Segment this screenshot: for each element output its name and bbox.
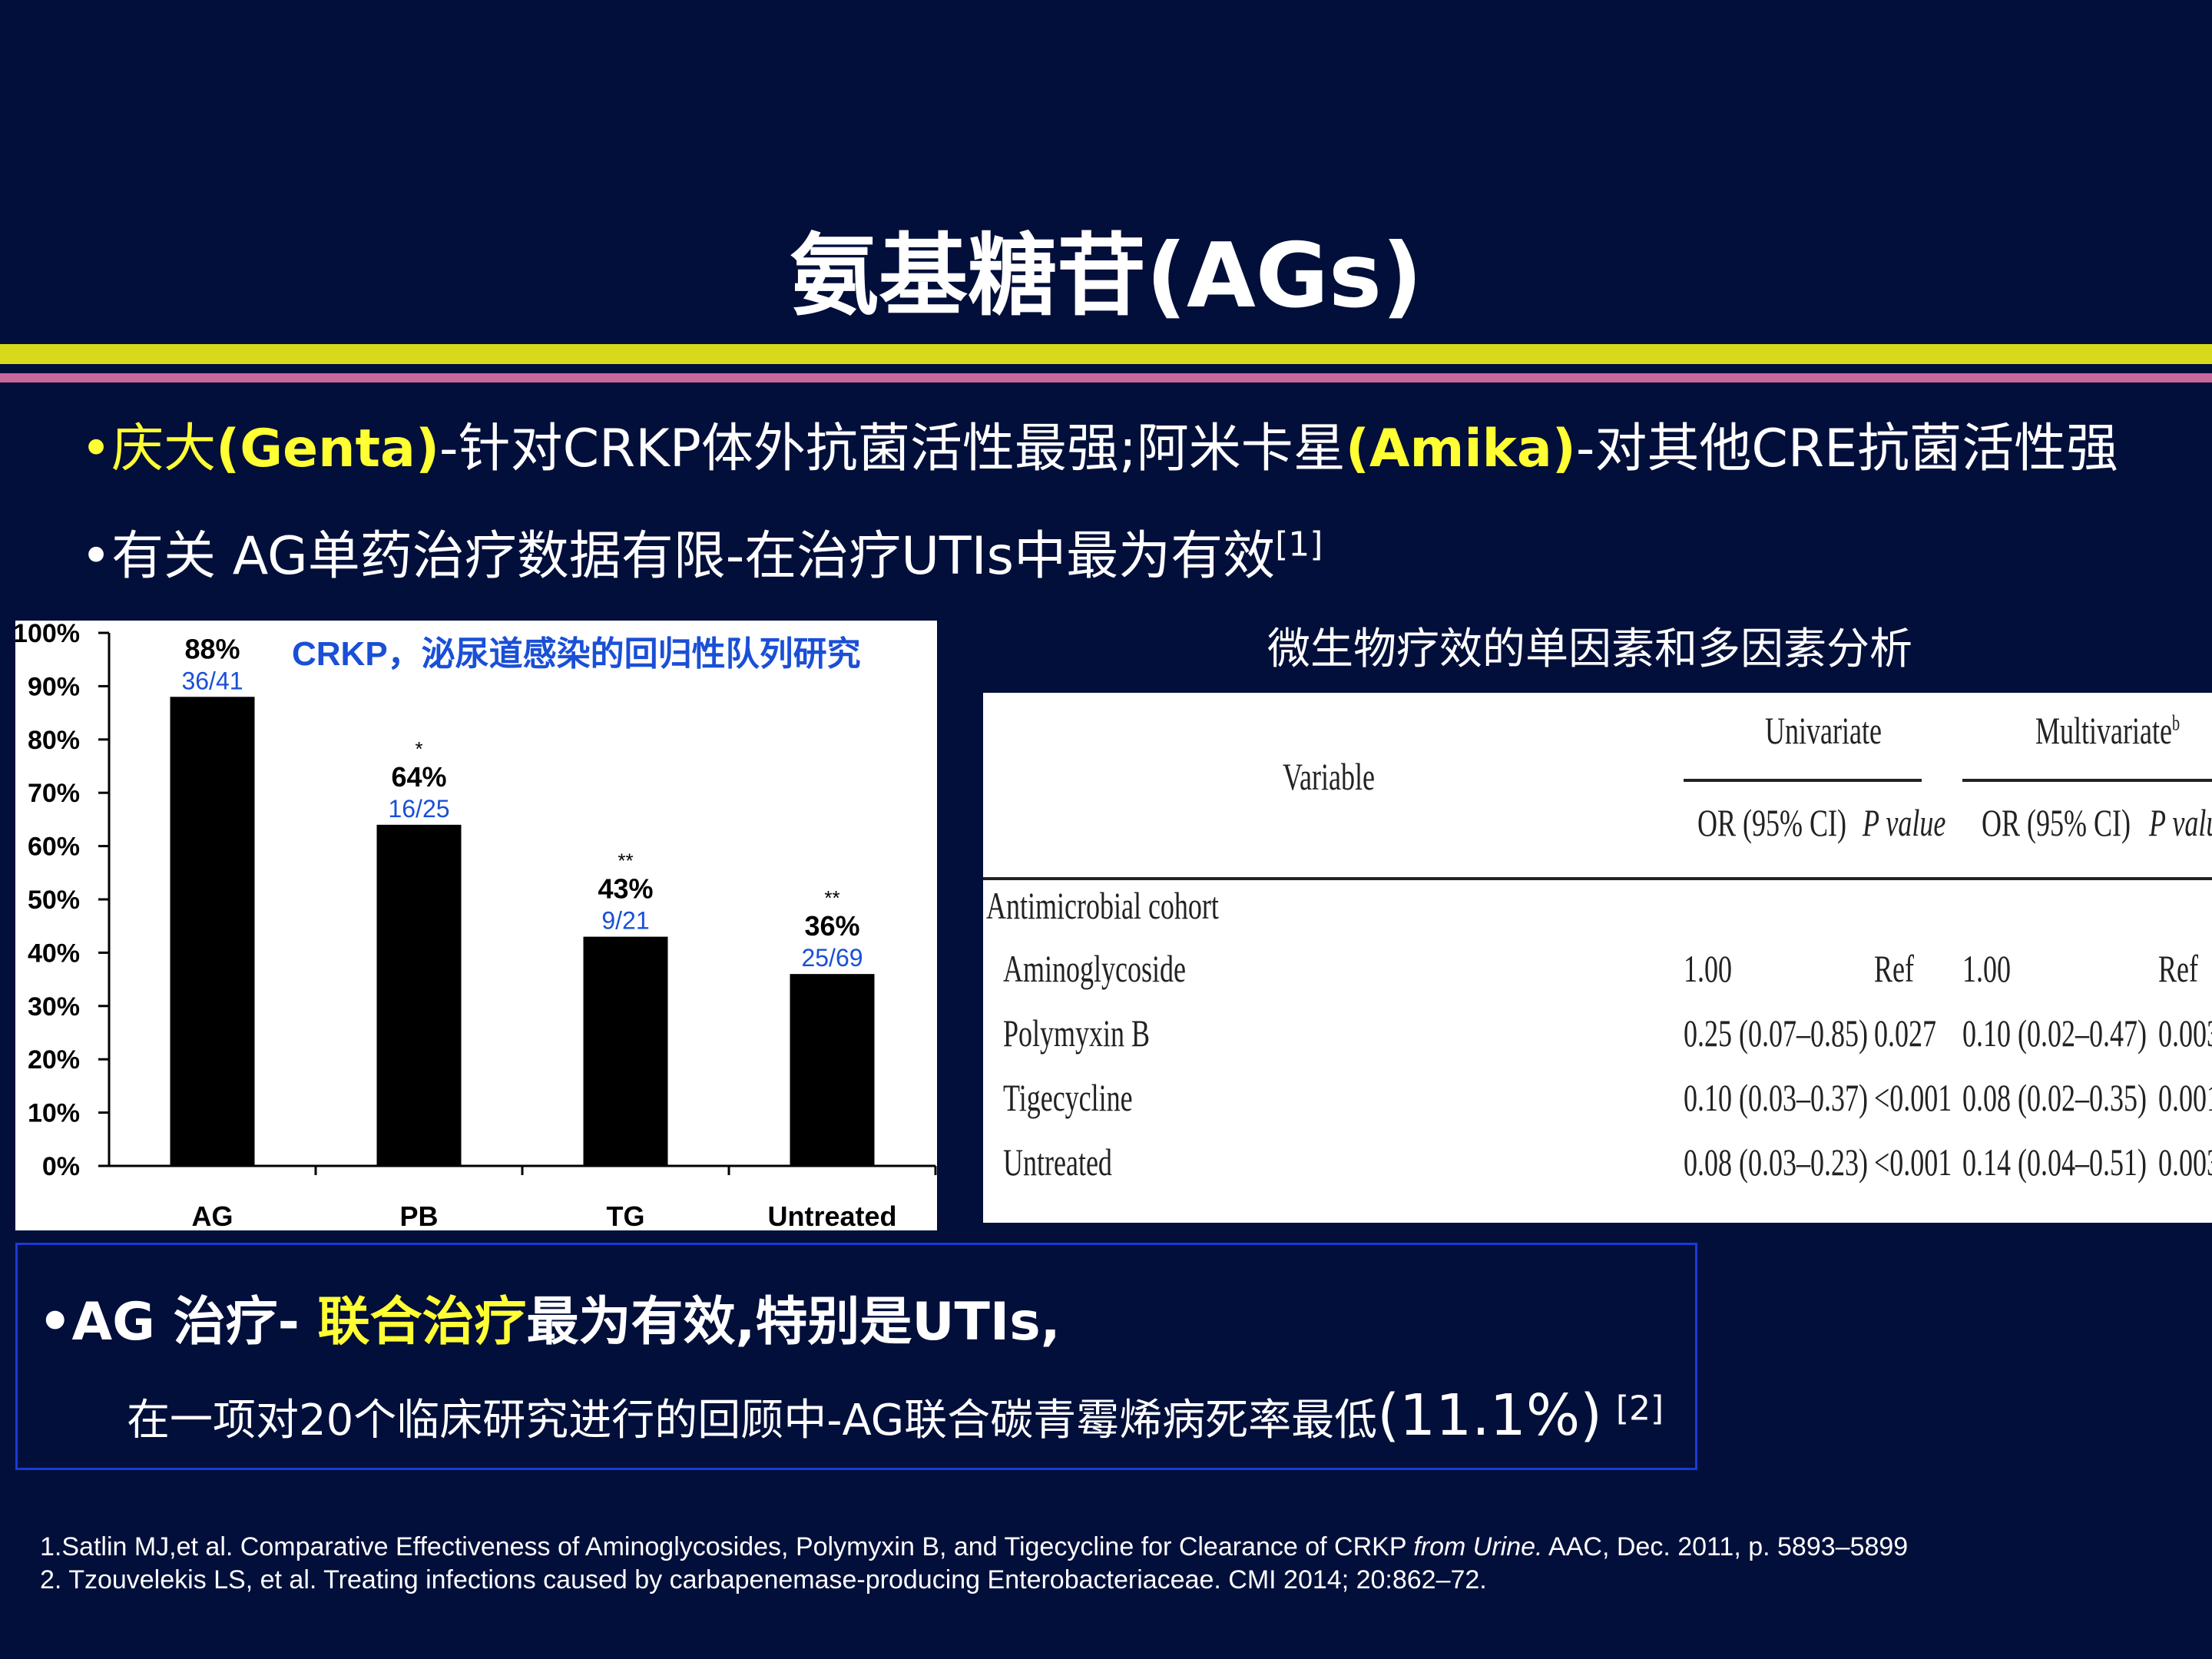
chart-title: CRKP，泌尿道感染的回归性队列研究 — [292, 635, 861, 673]
col-header-univariate: Univariate — [1765, 709, 1882, 752]
summary-line-1: •AG 治疗- 联合治疗最为有效,特别是UTIs, — [38, 1279, 1061, 1355]
significance-marker: ** — [824, 886, 839, 909]
row-univariate-p: <0.001 — [1874, 1141, 1952, 1184]
row-multivariate-p: 0.003 — [2158, 1141, 2212, 1184]
bullet-1: •庆大(Genta)-针对CRKP体外抗菌活性最强;阿米卡星(Amika)-对其… — [81, 406, 2118, 482]
col-header-multivariate-or: OR (95% CI) — [1982, 801, 2131, 844]
fraction-label: 36/41 — [181, 667, 243, 694]
bullet-1-mid: -针对CRKP体外抗菌活性最强;阿米卡星 — [439, 419, 1346, 479]
y-tick-label: 20% — [28, 1045, 80, 1075]
row-multivariate-or: 0.10 (0.02–0.47) — [1962, 1012, 2147, 1055]
summary-line-1-post: 最为有效,特别是UTIs, — [526, 1292, 1061, 1353]
bullet-2-text: •有关 AG单药治疗数据有限-在治疗UTIs中最为有效 — [81, 526, 1276, 587]
bar-tg — [583, 936, 668, 1166]
table-caption: 微生物疗效的单因素和多因素分析 — [1267, 624, 1912, 674]
y-tick-label: 0% — [42, 1152, 80, 1181]
reference-1-post: AAC, Dec. 2011, p. 5893–5899 — [1542, 1532, 1909, 1561]
summary-value: (11.1%) — [1377, 1382, 1603, 1449]
analysis-table: Variable Univariate Multivariateb OR (95… — [983, 693, 2212, 1223]
row-variable: Tigecycline — [1003, 1076, 1133, 1119]
row-univariate-p: 0.027 — [1874, 1012, 1936, 1055]
row-multivariate-or: 0.14 (0.04–0.51) — [1962, 1141, 2147, 1184]
value-label: 36% — [804, 910, 859, 942]
col-header-multivariate-p: P value — [2149, 801, 2212, 844]
bar-chart: 0% 10% 20% 30% 40% 50% 60% 70% 80% 90% 100% AG 88% 36… — [15, 621, 937, 1230]
reference-1-pre: 1.Satlin MJ,et al. Comparative Effective… — [40, 1532, 1414, 1561]
y-tick-label: 70% — [28, 779, 80, 808]
bullet-2: •有关 AG单药治疗数据有限-在治疗UTIs中最为有效[1] — [81, 513, 1323, 589]
fraction-label: 16/25 — [388, 795, 449, 823]
y-tick-label: 10% — [28, 1099, 80, 1128]
univariate-rule — [1684, 779, 1922, 782]
reference-2: 2. Tzouvelekis LS, et al. Treating infec… — [40, 1565, 1487, 1594]
amika-en: (Amika) — [1345, 419, 1576, 479]
slide-title: 氨基糖苷(AGs) — [789, 224, 1423, 328]
row-univariate-or: 1.00 — [1684, 947, 1732, 990]
y-tick-label: 30% — [28, 992, 80, 1022]
bar-untreated — [790, 974, 875, 1166]
y-tick-label: 90% — [28, 672, 80, 701]
significance-marker: * — [415, 737, 422, 760]
y-tick-label: 50% — [28, 886, 80, 915]
fraction-label: 9/21 — [601, 907, 649, 935]
x-tick-label: AG — [192, 1200, 233, 1230]
summary-line-2-text: 在一项对20个临床研究进行的回顾中-AG联合碳青霉烯病死率最低 — [127, 1396, 1378, 1445]
summary-box — [15, 1243, 1697, 1470]
significance-marker: ** — [618, 849, 633, 873]
x-tick-label: PB — [399, 1200, 438, 1230]
y-tick-label: 100% — [15, 621, 80, 648]
row-univariate-p: <0.001 — [1874, 1076, 1952, 1119]
summary-ref: [2] — [1615, 1389, 1664, 1429]
row-variable: Polymyxin B — [1003, 1012, 1151, 1055]
bar-ag — [170, 697, 255, 1166]
title-rule-yellow — [0, 344, 2212, 364]
bar-chart-panel: 0% 10% 20% 30% 40% 50% 60% 70% 80% 90% 100% AG 88% 36… — [15, 621, 937, 1230]
y-tick-label: 40% — [28, 939, 80, 968]
value-label: 88% — [184, 633, 240, 664]
multivariate-label: Multivariate — [2035, 709, 2172, 752]
bullet-dot: • — [81, 419, 112, 479]
col-header-univariate-or: OR (95% CI) — [1697, 801, 1846, 844]
summary-line-1-pre: •AG 治疗- — [38, 1292, 318, 1353]
bar-pb — [376, 824, 462, 1166]
summary-line-2: 在一项对20个临床研究进行的回顾中-AG联合碳青霉烯病死率最低(11.1%) [… — [127, 1382, 1664, 1449]
row-variable: Aminoglycoside — [1003, 947, 1186, 990]
section-label: Antimicrobial cohort — [986, 884, 1219, 927]
reference-1-italic: from Urine. — [1413, 1532, 1543, 1561]
genta-en: (Genta) — [216, 419, 440, 479]
genta-cn: 庆大 — [111, 419, 217, 479]
row-variable: Untreated — [1003, 1141, 1112, 1184]
value-label: 64% — [391, 761, 446, 793]
col-header-multivariate: Multivariateb — [2035, 708, 2180, 753]
fraction-label: 25/69 — [801, 944, 863, 972]
row-univariate-p: Ref — [1874, 947, 1914, 990]
row-univariate-or: 0.08 (0.03–0.23) — [1684, 1141, 1868, 1184]
multivariate-rule — [1962, 779, 2212, 782]
value-label: 43% — [598, 873, 653, 905]
row-multivariate-p: 0.003 — [2158, 1012, 2212, 1055]
header-bottom-rule — [983, 877, 2212, 880]
multivariate-sup: b — [2171, 711, 2181, 736]
col-header-univariate-p: P value — [1863, 801, 1946, 844]
x-tick-label: Untreated — [767, 1200, 896, 1230]
reference-1: 1.Satlin MJ,et al. Comparative Effective… — [40, 1532, 1908, 1562]
title-rule-pink — [0, 373, 2212, 382]
row-multivariate-p: 0.001 — [2158, 1076, 2212, 1119]
row-univariate-or: 0.25 (0.07–0.85) — [1684, 1012, 1868, 1055]
row-multivariate-or: 0.08 (0.02–0.35) — [1962, 1076, 2147, 1119]
row-univariate-or: 0.10 (0.03–0.37) — [1684, 1076, 1868, 1119]
y-tick-label: 80% — [28, 726, 80, 755]
col-header-variable: Variable — [1283, 755, 1375, 798]
row-multivariate-p: Ref — [2158, 947, 2198, 990]
y-tick-label: 60% — [28, 833, 80, 862]
bullet-2-ref: [1] — [1275, 525, 1323, 565]
summary-highlight: 联合治疗 — [317, 1292, 527, 1353]
row-multivariate-or: 1.00 — [1962, 947, 2011, 990]
bullet-1-end: -对其他CRE抗菌活性强 — [1575, 419, 2119, 479]
x-tick-label: TG — [607, 1200, 645, 1230]
